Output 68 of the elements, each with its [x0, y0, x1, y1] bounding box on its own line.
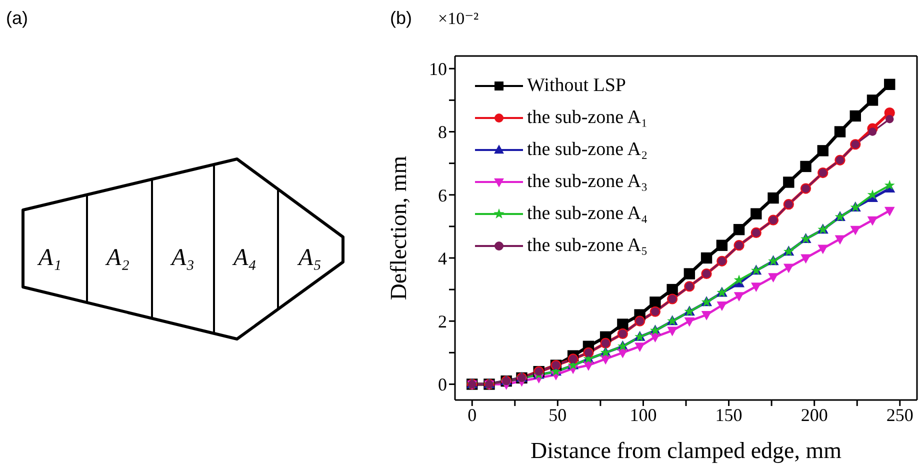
point	[783, 264, 794, 274]
legend-label: the sub-zone A₅	[527, 234, 648, 258]
point	[850, 110, 861, 122]
point	[818, 244, 828, 254]
point	[700, 252, 712, 264]
point	[667, 326, 678, 336]
text: A₂	[104, 245, 130, 271]
y-tick-label: 4	[438, 248, 447, 268]
point	[768, 192, 779, 204]
y-tick-label: 10	[429, 59, 447, 80]
point	[850, 226, 861, 236]
x-tick-label: 200	[800, 404, 828, 425]
point	[867, 189, 878, 200]
x-tick-label: 250	[886, 404, 914, 425]
x-tick-label: 0	[468, 404, 477, 425]
point	[884, 206, 895, 216]
point	[684, 317, 695, 327]
point	[886, 115, 894, 124]
legend-label: the sub-zone A₁	[527, 106, 648, 130]
x-tick-label: 100	[630, 404, 657, 425]
point	[834, 126, 846, 138]
point	[617, 318, 628, 330]
point	[867, 216, 878, 226]
point	[884, 180, 895, 190]
point	[600, 355, 611, 365]
text: (a)	[6, 8, 28, 29]
point	[884, 78, 896, 90]
point	[866, 94, 878, 106]
point	[733, 224, 745, 236]
point	[868, 128, 877, 136]
x-tick-label: 50	[548, 404, 567, 425]
y-tick-label: 0	[438, 374, 447, 395]
text: ×10⁻²	[438, 9, 479, 28]
point	[650, 296, 661, 308]
y-axis-title: Deflection, mm	[386, 156, 412, 300]
text: A₁	[36, 245, 62, 271]
point	[634, 342, 645, 352]
text: A₄	[231, 245, 257, 271]
point	[701, 311, 712, 320]
chart-title: (b)	[390, 8, 412, 29]
legend-label: Without LSP	[527, 74, 626, 98]
point	[768, 273, 778, 283]
point	[800, 160, 812, 172]
point	[666, 284, 678, 296]
point	[817, 145, 828, 156]
point	[734, 292, 744, 302]
point	[783, 176, 794, 188]
x-tick-label: 150	[715, 404, 742, 425]
point	[583, 362, 594, 371]
text: A₃	[169, 245, 195, 271]
point	[618, 348, 628, 358]
point	[716, 302, 728, 311]
legend-label: the sub-zone A₃	[527, 170, 648, 194]
point	[734, 274, 744, 285]
text: A₅	[296, 245, 322, 271]
point	[834, 235, 846, 245]
y-tick-label: 2	[438, 311, 447, 332]
legend-label: the sub-zone A₄	[527, 202, 648, 226]
x-axis-title: Distance from clamped edge, mm	[530, 438, 842, 463]
y-tick-label: 6	[438, 185, 447, 206]
point	[800, 254, 811, 264]
point	[684, 268, 696, 280]
point	[750, 282, 762, 292]
point	[750, 208, 762, 220]
point	[650, 333, 660, 343]
y-tick-label: 8	[438, 122, 447, 142]
point	[716, 240, 728, 251]
legend-label: the sub-zone A₂	[527, 138, 648, 162]
